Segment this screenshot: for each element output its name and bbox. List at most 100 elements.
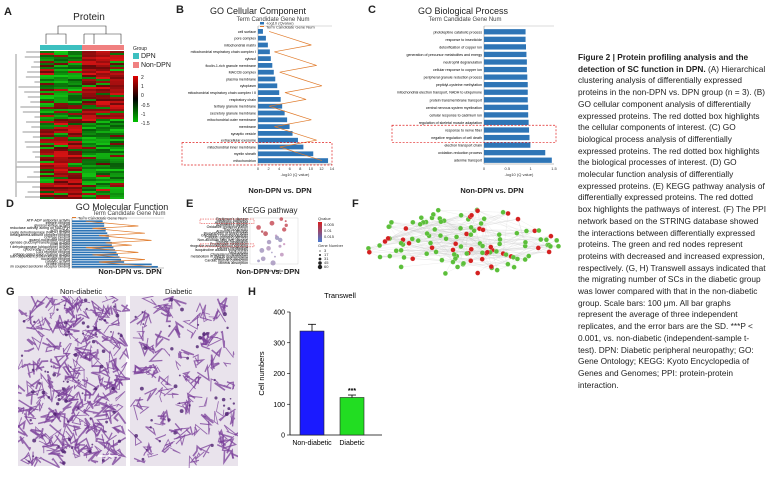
bar	[72, 256, 120, 259]
term-label: negative regulation of cell death	[431, 136, 482, 140]
stained-cell	[202, 311, 210, 323]
x-tick-label: 8	[299, 166, 302, 171]
heatmap-cell	[40, 157, 54, 159]
cell-nucleus	[91, 443, 94, 446]
bar	[72, 249, 115, 251]
x-tick-label: 4	[278, 166, 281, 171]
term-label: tertiary granule membrane	[214, 105, 256, 109]
ppi-edge	[432, 247, 514, 258]
heatmap-cell	[54, 59, 68, 61]
stained-cell	[105, 434, 117, 450]
term-label: oxidation-reduction process	[438, 151, 482, 155]
heatmap-cell	[96, 79, 110, 81]
heatmap-cell	[82, 63, 96, 65]
heatmap-cell	[40, 133, 54, 135]
heatmap-cell	[40, 81, 54, 83]
bar	[72, 241, 112, 244]
heatmap-cell	[40, 61, 54, 63]
cell-nucleus	[195, 345, 199, 349]
bar	[72, 234, 109, 237]
gene-number-bubble	[317, 264, 323, 270]
x-tick-label: 6	[289, 166, 292, 171]
stained-cell	[129, 309, 146, 326]
cell-nucleus	[70, 446, 74, 449]
stained-cell	[140, 344, 150, 357]
cell-nucleus	[44, 370, 47, 373]
heatmap-cell	[82, 103, 96, 105]
cell-nucleus	[141, 457, 145, 461]
ppi-edge	[446, 238, 559, 247]
stained-cell	[72, 448, 81, 459]
stained-cell	[66, 389, 73, 402]
cell-nucleus	[173, 431, 177, 435]
ppi-node-down	[437, 233, 443, 239]
heatmap-cell	[82, 71, 96, 73]
ppi-node-up	[475, 270, 481, 276]
ppi-node-down	[554, 237, 560, 243]
ppi-node-down	[461, 260, 467, 266]
ppi-node-down	[393, 248, 399, 254]
heatmap-cell	[40, 115, 54, 117]
heatmap-cell	[40, 141, 54, 143]
heatmap-cell	[54, 169, 68, 171]
heatmap-cell	[54, 137, 68, 139]
stained-cell	[145, 370, 157, 379]
heatmap-cell	[82, 99, 96, 101]
term-label: mitochondrion	[233, 159, 256, 163]
heatmap-cell	[110, 73, 124, 75]
heatmap-cell	[82, 191, 96, 193]
stained-cell	[81, 378, 96, 388]
x-tick-label: 1	[530, 166, 533, 171]
stained-cell	[210, 354, 220, 370]
ppi-edge	[446, 238, 483, 260]
ppi-edge	[492, 230, 527, 251]
gene-num-line	[85, 220, 152, 268]
heatmap-cell	[110, 141, 124, 143]
heatmap-cell	[40, 135, 54, 137]
heatmap-cell	[82, 69, 96, 71]
term-label: extracellular exosome	[221, 139, 256, 143]
ppi-node-up	[403, 226, 409, 232]
ppi-node-down	[538, 237, 544, 243]
transwell-micrographs	[18, 296, 238, 468]
heatmap-cell	[68, 169, 82, 171]
heatmap-cell	[40, 51, 54, 53]
stained-cell	[63, 343, 72, 355]
stained-cell	[175, 404, 189, 414]
legend-q-label: -log10 (Qvalue)	[266, 22, 294, 26]
ppi-edge	[441, 236, 457, 261]
ppi-node-down	[398, 240, 404, 246]
heatmap-cell	[40, 137, 54, 139]
cell-nucleus	[119, 334, 123, 338]
ppi-edge	[528, 246, 559, 257]
heatmap-cell	[40, 139, 54, 141]
stained-cell	[163, 305, 172, 310]
panel-d-subtitle: Term Candidate Gene Num	[92, 211, 166, 217]
heatmap-cell	[54, 193, 68, 195]
stained-cell	[68, 391, 79, 401]
stained-cell	[45, 345, 58, 353]
heatmap-cell	[54, 183, 68, 185]
heatmap-cell	[110, 185, 124, 187]
heatmap-cell	[82, 75, 96, 77]
stained-cell	[73, 380, 82, 390]
heatmap-cell	[110, 111, 124, 113]
term-label: integrin binding	[46, 221, 70, 225]
heatmap-cell	[96, 63, 110, 65]
heatmap-cell	[68, 139, 82, 141]
heatmap-cell	[96, 91, 110, 93]
heatmap-cell	[68, 115, 82, 117]
stained-cell	[94, 422, 105, 433]
ppi-node-up	[468, 246, 474, 252]
heatmap-cell	[40, 171, 54, 173]
x-tick-label: 10	[309, 166, 314, 171]
term-label: cellular response to cadmium ion	[429, 113, 482, 117]
heatmap-cell	[110, 59, 124, 61]
stained-cell	[62, 401, 73, 413]
heatmap-cell	[82, 53, 96, 55]
qvalue-legend-title: Qvalue	[318, 216, 331, 221]
cell-nucleus	[105, 420, 109, 424]
heatmap-cell	[68, 91, 82, 93]
heatmap-cell	[96, 145, 110, 147]
heatmap-cell	[82, 133, 96, 135]
